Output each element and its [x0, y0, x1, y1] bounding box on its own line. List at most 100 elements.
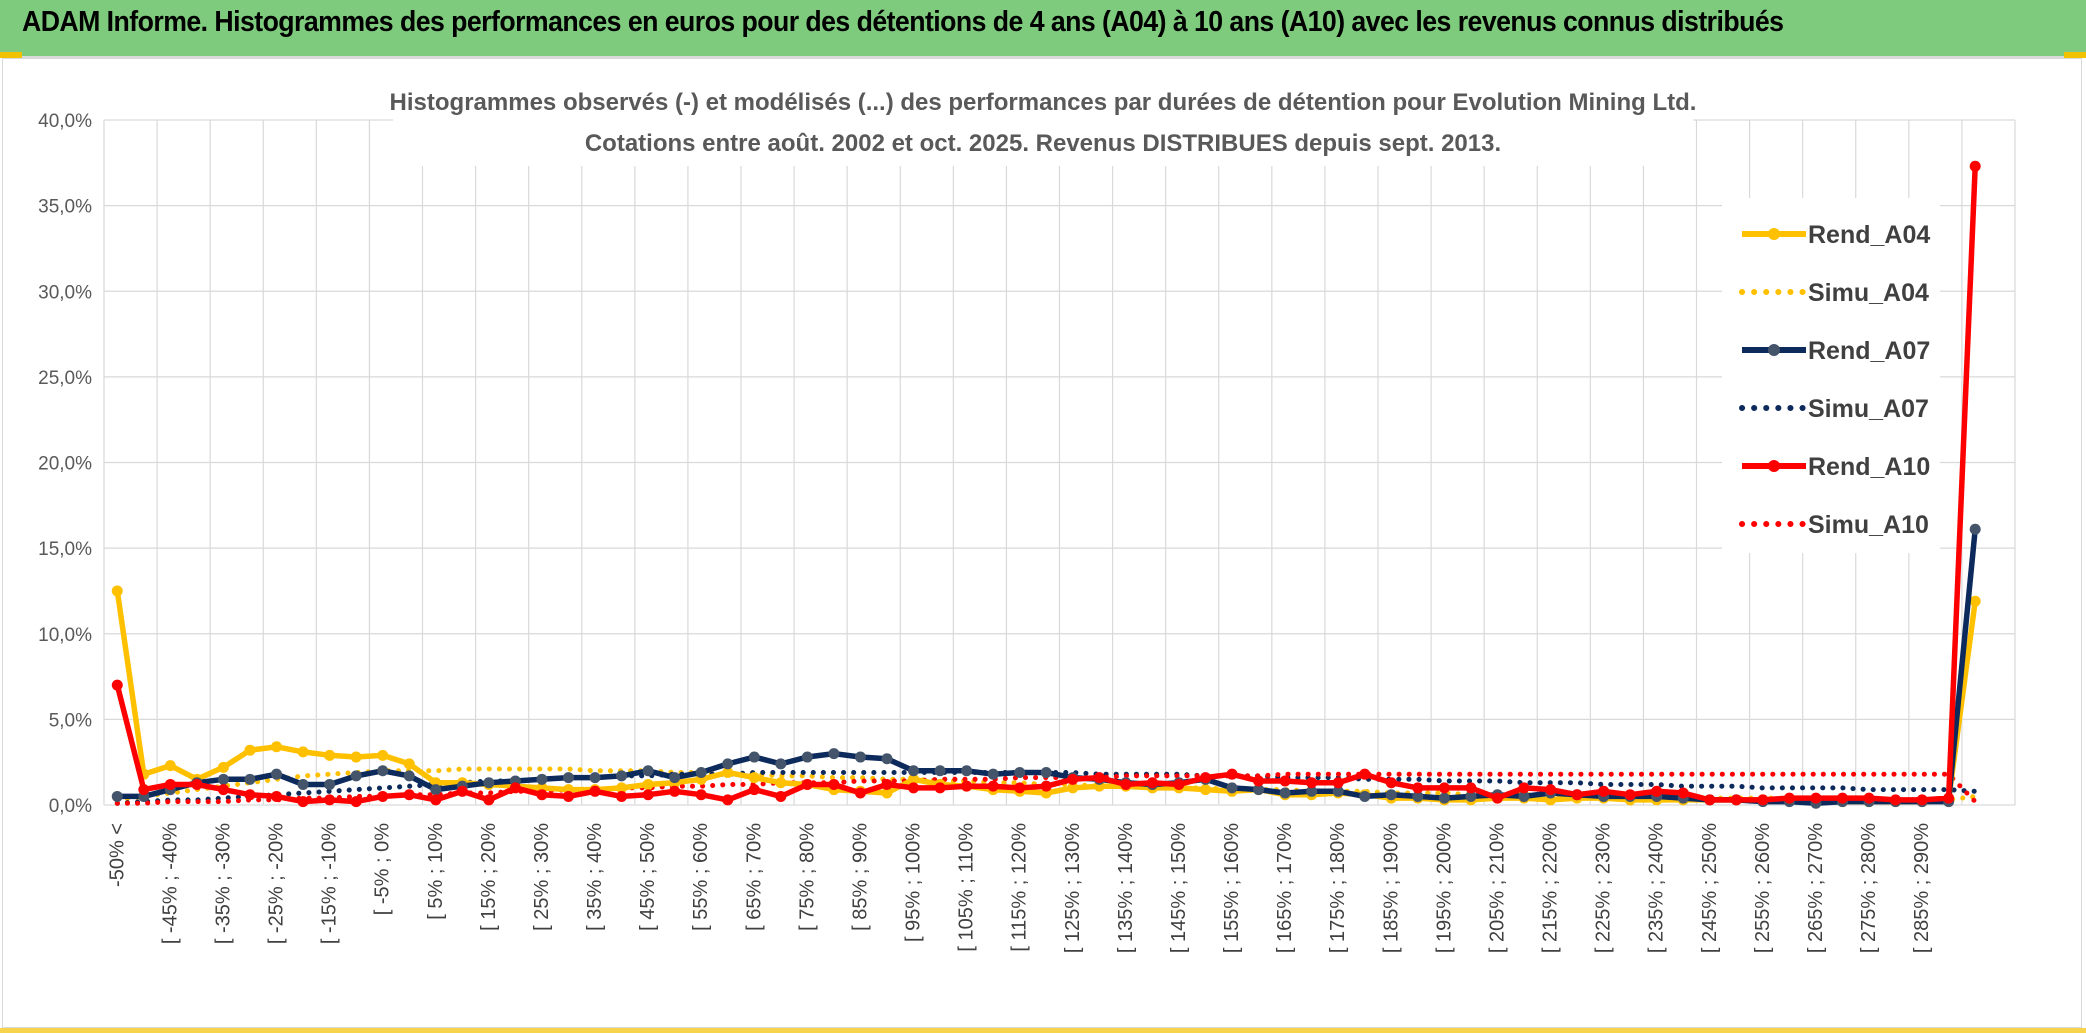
bottom-accent-strip — [0, 1028, 2086, 1033]
data-point — [695, 766, 707, 778]
data-point — [1199, 772, 1211, 784]
x-tick-label: [ 55% ; 60% — [690, 823, 712, 931]
data-point — [1040, 766, 1052, 778]
x-tick-label: [ 45% ; 50% — [637, 823, 659, 931]
data-point — [1890, 794, 1902, 806]
data-point — [297, 796, 309, 808]
data-point — [350, 770, 362, 782]
chart-legend: Rend_A04 Simu_A04 Rend_A07 Simu_A07 Rend_A10… — [1722, 198, 1940, 553]
page-title: ADAM Informe. Histogrammes des performan… — [22, 6, 1784, 38]
data-point — [1093, 772, 1105, 784]
legend-label: Rend_A04 — [1808, 221, 1930, 249]
x-tick-label: [ 85% ; 90% — [849, 823, 871, 931]
data-point — [1014, 782, 1026, 794]
data-point — [589, 772, 601, 784]
data-point — [828, 778, 840, 790]
x-tick-label: [ -15% ; -10% — [319, 823, 341, 944]
data-point — [562, 772, 574, 784]
data-point — [244, 789, 256, 801]
x-tick-label: [ -5% ; 0% — [372, 823, 394, 915]
data-point — [669, 772, 681, 784]
data-point — [722, 794, 734, 806]
data-point — [1173, 778, 1185, 790]
x-tick-label: [ 145% ; 150% — [1168, 823, 1190, 953]
x-tick-label: [ 35% ; 40% — [584, 823, 606, 931]
data-point — [1810, 792, 1822, 804]
data-point — [642, 765, 654, 777]
data-point — [138, 784, 150, 796]
data-point — [828, 748, 840, 760]
x-tick-label: [ 15% ; 20% — [478, 823, 500, 931]
data-point — [164, 760, 176, 772]
data-point — [1651, 785, 1663, 797]
data-point — [881, 787, 893, 799]
x-tick-label: [ 115% ; 120% — [1009, 823, 1031, 952]
data-point — [403, 789, 415, 801]
y-tick-label: 25,0% — [38, 368, 92, 389]
legend-label: Simu_A04 — [1808, 279, 1929, 307]
data-point — [1757, 794, 1769, 806]
data-point — [271, 790, 283, 802]
chart-area-frame — [2, 58, 2082, 1028]
data-point — [1412, 790, 1424, 802]
data-point — [1518, 782, 1530, 794]
data-point — [562, 790, 574, 802]
data-point — [987, 780, 999, 792]
x-tick-label: [ -35% ; -30% — [212, 823, 234, 944]
chart-series — [111, 160, 1981, 809]
data-point — [589, 785, 601, 797]
x-tick-label: [ 205% ; 210% — [1486, 823, 1508, 953]
data-point — [908, 782, 920, 794]
legend-label: Rend_A07 — [1808, 337, 1930, 365]
x-tick-label: [ 235% ; 240% — [1646, 823, 1668, 953]
x-tick-label: [ -25% ; -20% — [266, 823, 288, 944]
data-point — [1491, 792, 1503, 804]
data-point — [1677, 787, 1689, 799]
legend-label: Simu_A10 — [1808, 511, 1929, 539]
data-point — [695, 789, 707, 801]
data-point — [1465, 782, 1477, 794]
x-tick-label: [ 195% ; 200% — [1433, 823, 1455, 953]
data-point — [801, 778, 813, 790]
x-tick-label: [ 225% ; 230% — [1593, 823, 1615, 953]
data-point — [1306, 785, 1318, 797]
data-point — [509, 782, 521, 794]
data-point — [297, 746, 309, 758]
x-tick-label: [ 125% ; 130% — [1062, 823, 1084, 953]
x-tick-label: [ 245% ; 250% — [1699, 823, 1721, 953]
legend-label: Simu_A07 — [1808, 395, 1929, 423]
data-point — [616, 770, 628, 782]
data-point — [1279, 787, 1291, 799]
data-point — [1067, 773, 1079, 785]
chart-title-line2: Cotations entre août. 2002 et oct. 2025.… — [585, 130, 1501, 157]
data-point — [801, 751, 813, 763]
data-point — [1465, 790, 1477, 802]
data-point — [1783, 792, 1795, 804]
data-point — [854, 751, 866, 763]
y-tick-label: 10,0% — [38, 625, 92, 646]
data-point — [483, 794, 495, 806]
x-tick-label: [ 275% ; 280% — [1858, 823, 1880, 953]
data-point — [350, 796, 362, 808]
data-point — [722, 758, 734, 770]
data-point — [1146, 777, 1158, 789]
x-tick-label: [ 65% ; 70% — [743, 823, 765, 931]
x-tick-label: [ 285% ; 290% — [1911, 823, 1933, 953]
x-tick-label: -50% < — [106, 823, 128, 887]
data-point — [111, 585, 123, 597]
chart-grid — [103, 119, 2016, 806]
x-tick-label: [ 255% ; 260% — [1752, 823, 1774, 953]
data-point — [1916, 794, 1928, 806]
data-point — [271, 741, 283, 753]
data-point — [854, 787, 866, 799]
x-tick-label: [ -45% ; -40% — [159, 823, 181, 944]
x-tick-label: [ 175% ; 180% — [1327, 823, 1349, 953]
data-point — [987, 768, 999, 780]
data-point — [217, 773, 229, 785]
data-point — [111, 790, 123, 802]
data-point — [1306, 777, 1318, 789]
data-point — [961, 780, 973, 792]
legend-label: Rend_A10 — [1808, 453, 1930, 481]
data-point — [244, 773, 256, 785]
